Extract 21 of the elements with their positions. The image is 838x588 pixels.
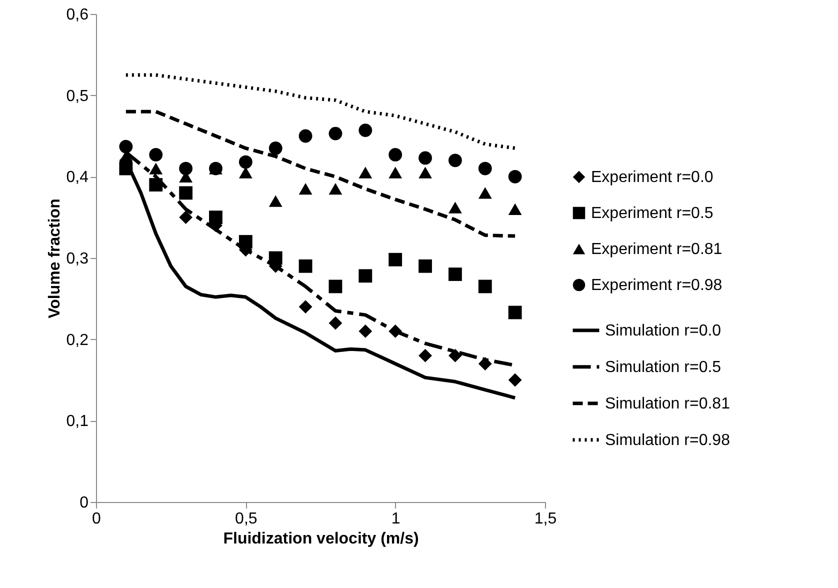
legend-label: Simulation r=0.5 (605, 358, 722, 376)
x-tick-label: 1,5 (534, 510, 557, 528)
y-axis-title: Volume fraction (46, 198, 64, 318)
legend-label: Simulation r=0.98 (605, 432, 730, 449)
y-tick-label: 0,3 (66, 250, 89, 268)
legend-label: Experiment r=0.5 (591, 205, 714, 222)
y-tick-label: 0,1 (66, 413, 89, 430)
y-tick-label: 0,2 (66, 332, 89, 349)
legend-label: Simulation r=0.0 (605, 322, 722, 340)
legend-label: Experiment r=0.98 (591, 277, 722, 294)
y-tick-label: 0 (80, 494, 89, 512)
x-tick-label: 1 (391, 510, 400, 528)
legend-label: Simulation r=0.81 (605, 395, 730, 412)
legend-label: Experiment r=0.81 (591, 241, 722, 258)
y-tick-label: 0,4 (66, 169, 89, 186)
x-tick-label: 0 (92, 510, 102, 528)
legend-label: Experiment r=0.0 (591, 169, 714, 186)
x-tick-label: 0,5 (235, 510, 258, 528)
y-tick-label: 0,6 (66, 6, 89, 24)
y-tick-label: 0,5 (66, 88, 89, 105)
x-axis-title: Fluidization velocity (m/s) (223, 530, 419, 548)
